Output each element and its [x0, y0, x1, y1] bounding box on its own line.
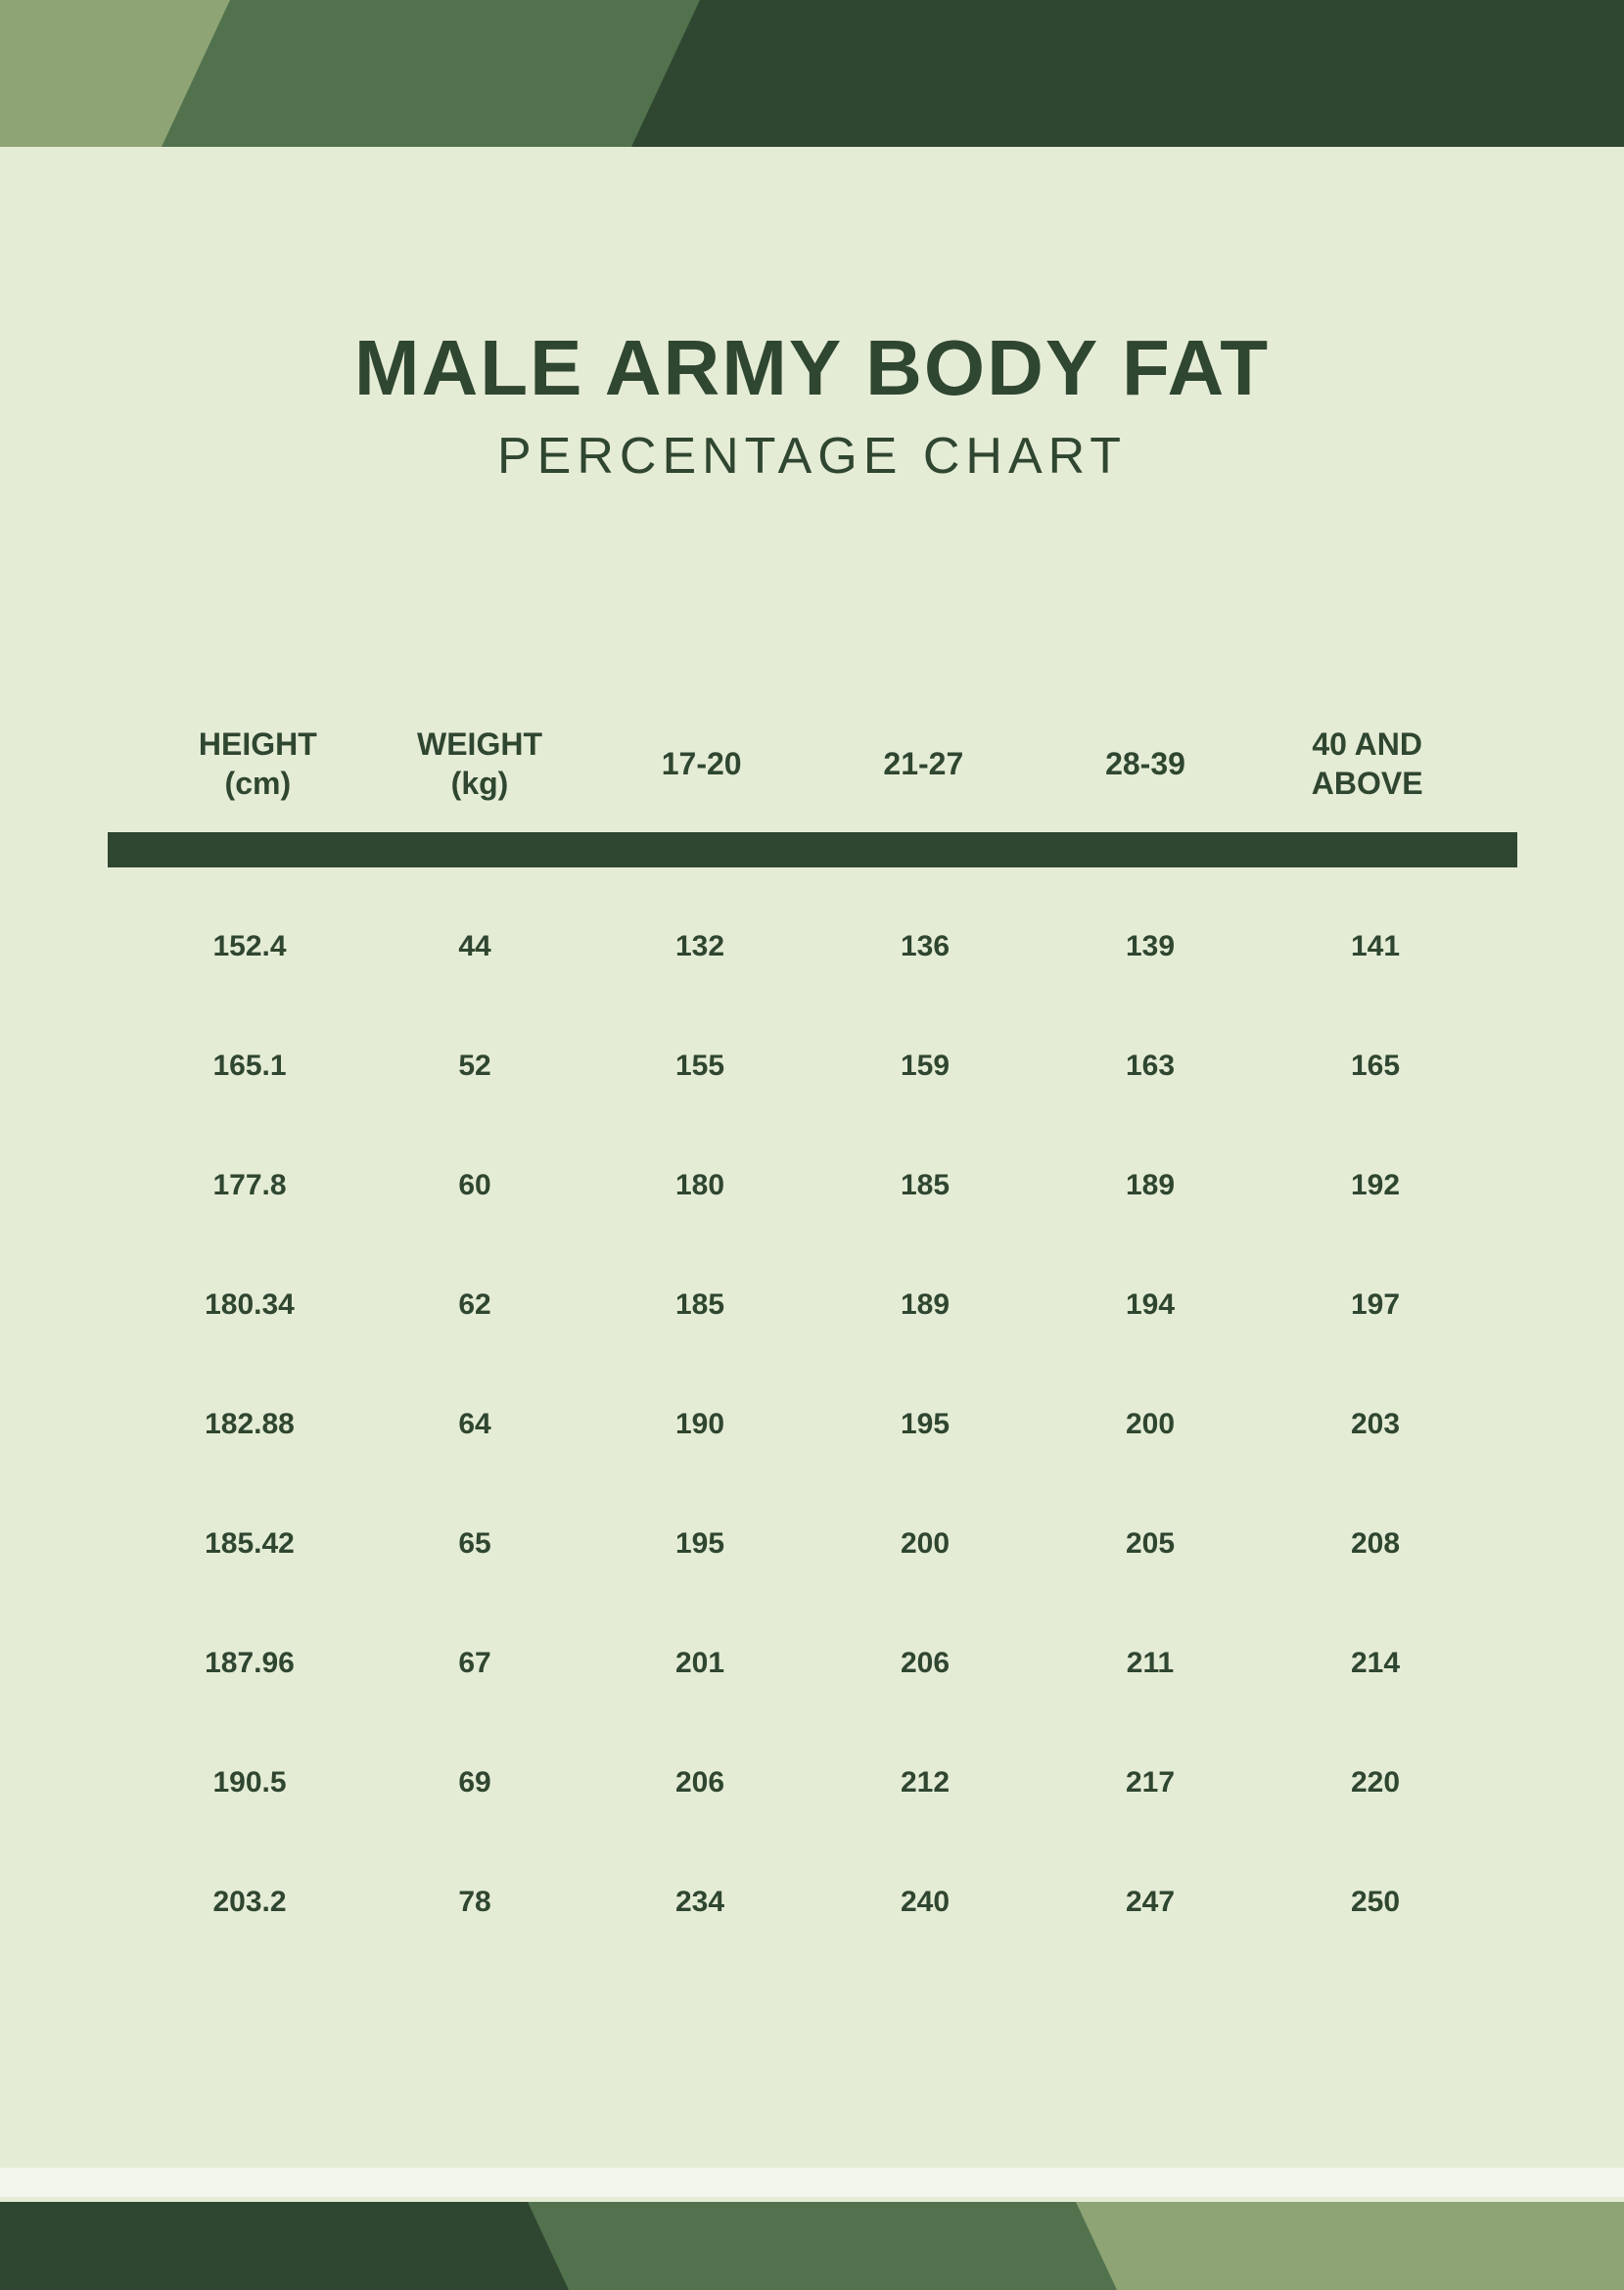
table-cell: 203.2 [137, 1886, 362, 1919]
top-banner [0, 0, 1624, 147]
table-cell: 211 [1038, 1647, 1263, 1680]
table-cell: 189 [812, 1288, 1038, 1322]
table-cell: 195 [587, 1527, 812, 1561]
table-body: 152.444132136139141165.15215515916316517… [137, 887, 1488, 1962]
page-subtitle: PERCENTAGE CHART [0, 427, 1624, 486]
table-cell: 65 [362, 1527, 587, 1561]
table-cell: 139 [1038, 930, 1263, 963]
table-cell: 165 [1263, 1050, 1488, 1083]
table-cell: 62 [362, 1288, 587, 1322]
page-title: MALE ARMY BODY FAT [0, 323, 1624, 413]
top-shape-dark [631, 0, 1624, 147]
table-row: 180.3462185189194197 [137, 1245, 1488, 1365]
table-row: 152.444132136139141 [137, 887, 1488, 1006]
col-header-line1: HEIGHT [147, 724, 369, 764]
table-cell: 52 [362, 1050, 587, 1083]
watermark-band [0, 2168, 1624, 2197]
table-cell: 152.4 [137, 930, 362, 963]
table-row: 177.860180185189192 [137, 1126, 1488, 1245]
bottom-banner [0, 2202, 1624, 2290]
table-cell: 206 [587, 1766, 812, 1799]
table-row: 203.278234240247250 [137, 1843, 1488, 1962]
table-row: 182.8864190195200203 [137, 1365, 1488, 1484]
table-row: 187.9667201206211214 [137, 1604, 1488, 1723]
table-cell: 217 [1038, 1766, 1263, 1799]
table-row: 190.569206212217220 [137, 1723, 1488, 1843]
table-cell: 194 [1038, 1288, 1263, 1322]
table-cell: 189 [1038, 1169, 1263, 1202]
table-cell: 212 [812, 1766, 1038, 1799]
table-cell: 44 [362, 930, 587, 963]
table-cell: 132 [587, 930, 812, 963]
table-cell: 67 [362, 1647, 587, 1680]
col-header-21-27: 21-27 [812, 744, 1035, 783]
col-header-17-20: 17-20 [590, 744, 812, 783]
table-cell: 64 [362, 1408, 587, 1441]
table-cell: 180.34 [137, 1288, 362, 1322]
col-header-line1: 21-27 [812, 744, 1035, 783]
table-cell: 195 [812, 1408, 1038, 1441]
table-cell: 201 [587, 1647, 812, 1680]
table-cell: 60 [362, 1169, 587, 1202]
table-cell: 187.96 [137, 1647, 362, 1680]
bottom-shape-light [1076, 2202, 1624, 2290]
table-cell: 234 [587, 1886, 812, 1919]
page: MALE ARMY BODY FAT PERCENTAGE CHART HEIG… [0, 0, 1624, 2290]
data-table: HEIGHT (cm) WEIGHT (kg) 17-20 21-27 28-3… [137, 724, 1488, 1962]
title-block: MALE ARMY BODY FAT PERCENTAGE CHART [0, 323, 1624, 486]
table-cell: 69 [362, 1766, 587, 1799]
col-header-height: HEIGHT (cm) [147, 724, 369, 803]
table-divider [108, 832, 1517, 867]
col-header-line2: ABOVE [1256, 764, 1478, 803]
table-cell: 190.5 [137, 1766, 362, 1799]
table-cell: 203 [1263, 1408, 1488, 1441]
table-cell: 185 [812, 1169, 1038, 1202]
table-cell: 163 [1038, 1050, 1263, 1083]
table-cell: 177.8 [137, 1169, 362, 1202]
table-cell: 165.1 [137, 1050, 362, 1083]
table-row: 165.152155159163165 [137, 1006, 1488, 1126]
table-row: 185.4265195200205208 [137, 1484, 1488, 1604]
table-cell: 240 [812, 1886, 1038, 1919]
table-cell: 192 [1263, 1169, 1488, 1202]
col-header-weight: WEIGHT (kg) [369, 724, 591, 803]
col-header-line1: 17-20 [590, 744, 812, 783]
table-cell: 250 [1263, 1886, 1488, 1919]
table-cell: 136 [812, 930, 1038, 963]
col-header-line1: 28-39 [1035, 744, 1257, 783]
table-cell: 155 [587, 1050, 812, 1083]
table-cell: 180 [587, 1169, 812, 1202]
table-cell: 220 [1263, 1766, 1488, 1799]
table-cell: 182.88 [137, 1408, 362, 1441]
col-header-28-39: 28-39 [1035, 744, 1257, 783]
table-cell: 78 [362, 1886, 587, 1919]
table-cell: 200 [812, 1527, 1038, 1561]
table-header-row: HEIGHT (cm) WEIGHT (kg) 17-20 21-27 28-3… [137, 724, 1488, 832]
col-header-line1: 40 AND [1256, 724, 1478, 764]
col-header-40-above: 40 AND ABOVE [1256, 724, 1478, 803]
table-cell: 185 [587, 1288, 812, 1322]
table-cell: 200 [1038, 1408, 1263, 1441]
table-cell: 197 [1263, 1288, 1488, 1322]
table-cell: 206 [812, 1647, 1038, 1680]
table-cell: 190 [587, 1408, 812, 1441]
table-cell: 247 [1038, 1886, 1263, 1919]
table-cell: 208 [1263, 1527, 1488, 1561]
col-header-line2: (cm) [147, 764, 369, 803]
table-cell: 205 [1038, 1527, 1263, 1561]
col-header-line1: WEIGHT [369, 724, 591, 764]
table-cell: 141 [1263, 930, 1488, 963]
table-cell: 185.42 [137, 1527, 362, 1561]
table-cell: 159 [812, 1050, 1038, 1083]
table-cell: 214 [1263, 1647, 1488, 1680]
col-header-line2: (kg) [369, 764, 591, 803]
